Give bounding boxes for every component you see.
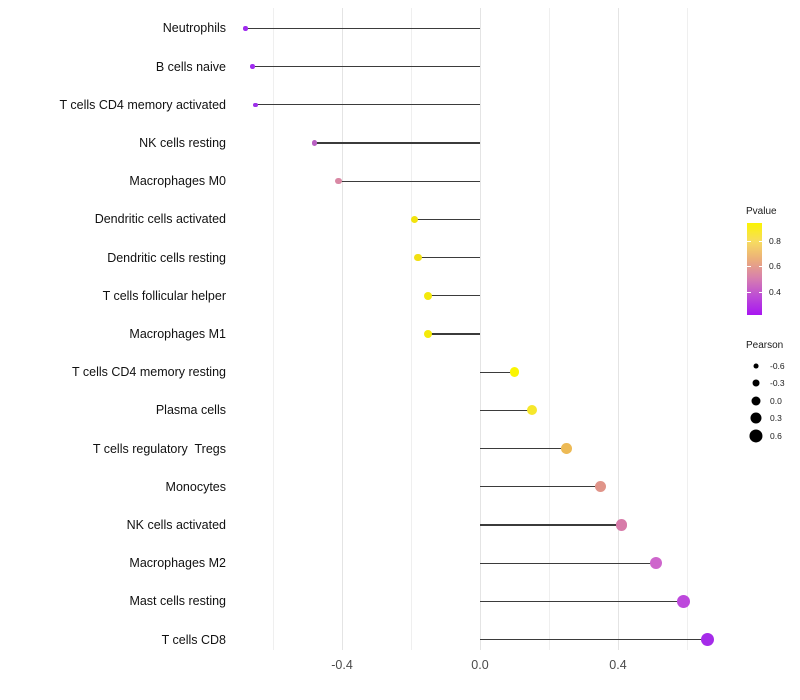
pvalue-tick-label: 0.6 bbox=[769, 261, 781, 272]
gridline-x-0.4 bbox=[617, 8, 619, 650]
row-label: NK cells resting bbox=[139, 136, 226, 150]
lollipop-stem bbox=[480, 562, 656, 564]
gridline-x-0.2 bbox=[548, 8, 550, 650]
lollipop-stem bbox=[414, 218, 480, 221]
pearson-size-item: 0.3 bbox=[744, 410, 783, 428]
pearson-size-label: 0.0 bbox=[770, 395, 782, 406]
pearson-size-dot bbox=[751, 396, 761, 406]
lollipop-dot bbox=[410, 215, 419, 224]
lollipop-dot bbox=[615, 519, 628, 531]
row-label: Macrophages M0 bbox=[129, 174, 226, 189]
pearson-size-dot bbox=[750, 412, 762, 424]
x-axis-tick-label: 0.4 bbox=[609, 658, 627, 672]
pearson-size-item: 0.6 bbox=[744, 427, 783, 445]
lollipop-dot bbox=[595, 481, 607, 493]
lollipop-stem bbox=[480, 638, 708, 641]
pearson-size-label: -0.3 bbox=[770, 378, 785, 389]
row-label: T cells regulatory Tregs bbox=[92, 441, 226, 456]
row-label: NK cells activated bbox=[126, 518, 226, 532]
pvalue-legend-title: Pvalue bbox=[746, 206, 777, 217]
lollipop-stem bbox=[255, 104, 480, 106]
lollipop-stem bbox=[480, 600, 684, 603]
row-label: Dendritic cells activated bbox=[94, 212, 226, 227]
pvalue-colorbar-wrap: 0.8 0.6 0.4 bbox=[747, 223, 781, 315]
pvalue-tick-mark bbox=[747, 240, 751, 242]
gridline-x-0 bbox=[479, 8, 481, 650]
lollipop-dot bbox=[649, 556, 663, 570]
lollipop-dot bbox=[509, 367, 520, 378]
row-label: Monocytes bbox=[165, 479, 226, 494]
lollipop-dot bbox=[526, 405, 537, 416]
lollipop-dot bbox=[243, 26, 248, 31]
row-label: T cells CD4 memory activated bbox=[59, 97, 227, 112]
lollipop-stem bbox=[314, 142, 480, 144]
lollipop-stem bbox=[480, 447, 567, 450]
lollipop-dot bbox=[253, 102, 259, 108]
row-label: T cells CD8 bbox=[161, 632, 226, 647]
row-label: Neutrophils bbox=[162, 21, 226, 36]
lollipop-dot bbox=[424, 291, 433, 300]
row-label: Macrophages M2 bbox=[129, 556, 226, 571]
pearson-legend-title: Pearson bbox=[746, 340, 784, 351]
row-label: Mast cells resting bbox=[129, 594, 226, 609]
row-label: T cells follicular helper bbox=[102, 288, 226, 303]
lollipop-stem bbox=[480, 371, 515, 373]
pearson-size-label: -0.6 bbox=[770, 360, 785, 371]
pearson-size-label: 0.3 bbox=[770, 413, 782, 424]
row-label: T cells CD4 memory resting bbox=[72, 365, 226, 380]
gridline-x--0.2 bbox=[410, 8, 412, 650]
row-label: Macrophages M1 bbox=[129, 327, 226, 341]
lollipop-stem bbox=[338, 180, 480, 182]
pvalue-tick-mark bbox=[747, 292, 751, 293]
lollipop-dot bbox=[311, 140, 318, 146]
pvalue-tick-label: 0.4 bbox=[769, 287, 781, 297]
lollipop-stem bbox=[428, 295, 480, 297]
lollipop-stem bbox=[428, 333, 480, 335]
lollipop-dot bbox=[250, 64, 255, 69]
lollipop-stem bbox=[480, 524, 622, 526]
pearson-size-items: -0.6 -0.3 0.0 0.3 0.6 bbox=[744, 357, 785, 445]
pearson-size-dot bbox=[749, 429, 763, 443]
pearson-size-item: -0.3 bbox=[744, 375, 785, 393]
lollipop-stem bbox=[417, 256, 480, 259]
pearson-size-dot bbox=[752, 379, 760, 387]
pvalue-tick-label: 0.8 bbox=[769, 235, 781, 246]
row-label: Dendritic cells resting bbox=[107, 250, 226, 265]
pvalue-tick-mark bbox=[747, 266, 751, 268]
row-label: B cells naive bbox=[155, 59, 226, 74]
row-label: Plasma cells bbox=[155, 403, 226, 418]
gridline-x-0.6 bbox=[686, 8, 688, 650]
pvalue-colorbar bbox=[747, 223, 762, 315]
lollipop-dot bbox=[424, 330, 433, 338]
lollipop-stem bbox=[245, 27, 480, 30]
lollipop-stem bbox=[252, 65, 480, 68]
pearson-size-item: -0.6 bbox=[744, 357, 785, 375]
lollipop-stem bbox=[480, 486, 601, 488]
gridline-x--0.4 bbox=[341, 8, 343, 650]
x-axis-tick-label: -0.4 bbox=[331, 658, 353, 672]
pvalue-tick-mark bbox=[758, 266, 762, 268]
pearson-size-item: 0.0 bbox=[744, 392, 783, 410]
lollipop-dot bbox=[414, 253, 422, 262]
gridline-x--0.6 bbox=[272, 8, 274, 650]
lollipop-stem bbox=[480, 409, 532, 412]
lollipop-dot bbox=[560, 443, 572, 454]
pvalue-tick-mark bbox=[758, 240, 762, 242]
lollipop-dot bbox=[335, 178, 342, 185]
pvalue-legend: Pvalue 0.8 0.6 0.4 bbox=[744, 206, 781, 315]
pearson-size-dot bbox=[753, 363, 759, 369]
pvalue-tick-mark bbox=[758, 292, 762, 293]
pearson-size-legend: Pearson -0.6 -0.3 0.0 0.3 0.6 bbox=[744, 340, 785, 445]
x-axis-tick-label: 0.0 bbox=[471, 658, 489, 672]
lollipop-dot bbox=[677, 594, 691, 608]
lollipop-dot bbox=[700, 632, 715, 647]
pearson-size-label: 0.6 bbox=[770, 430, 782, 441]
